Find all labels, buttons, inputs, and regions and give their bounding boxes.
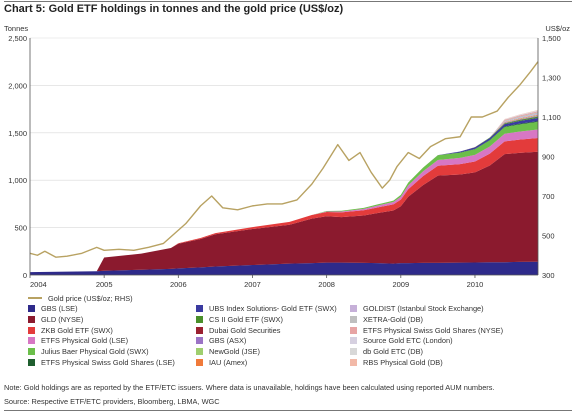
gold-price-line [29,61,539,258]
x-tick-label-2: 2006 [170,280,187,289]
y-tick-label-1: 500 [14,224,27,233]
legend-item: GOLDIST (Istanbul Stock Exchange) [350,304,484,314]
legend-item: db Gold ETC (DB) [350,347,423,357]
legend-swatch [28,315,35,323]
legend-swatch [196,348,203,355]
y2-tick-label-4: 1,100 [542,113,561,122]
legend-item: ETFS Physical Swiss Gold Shares (NYSE) [350,325,503,335]
legend-swatch [196,358,203,366]
x-tick-label-1: 2005 [96,280,113,289]
y-tick-label-5: 2,500 [8,34,27,43]
legend-item: ETFS Physical Gold (LSE) [28,336,128,346]
legend-item: XETRA-Gold (DB) [350,314,423,324]
legend-item: CS II Gold ETF (SWX) [196,314,283,324]
y-tick-label-2: 1,000 [8,176,27,185]
bottom-rule [4,410,572,411]
legend-item: Source Gold ETC (London) [350,336,453,346]
legend-item: GLD (NYSE) [28,314,83,324]
x-tick-label-0: 2004 [30,280,47,289]
y2-tick-label-5: 1,300 [542,74,561,83]
x-tick-label-5: 2009 [392,280,409,289]
y2-tick-label-2: 700 [542,192,555,201]
legend-label: Source Gold ETC (London) [363,336,453,346]
legend-swatch [196,326,203,334]
y2-tick-label-3: 900 [542,153,555,162]
chart-source: Source: Respective ETF/ETC providers, Bl… [4,397,220,406]
legend-swatch [28,348,35,355]
y-tick-label-0: 0 [23,271,27,280]
legend-label: IAU (Amex) [209,357,248,367]
legend-item: GBS (LSE) [28,304,78,314]
legend-label: GLD (NYSE) [41,314,84,324]
legend-label: GBS (LSE) [41,304,78,314]
legend-label: ETFS Physical Swiss Gold Shares (LSE) [41,357,175,367]
legend-label: db Gold ETC (DB) [363,347,423,356]
y2-tick-label-6: 1,500 [542,34,561,43]
x-tick-label-4: 2008 [318,280,335,289]
legend-swatch [350,348,357,355]
legend-swatch [28,326,35,334]
legend-label: GBS (ASX) [209,336,247,346]
legend-swatch [350,326,357,334]
legend-swatch [28,337,35,345]
chart-title: Chart 5: Gold ETF holdings in tonnes and… [4,3,344,15]
legend-label: Gold price (US$/oz; RHS) [48,293,133,303]
legend-swatch [350,315,357,323]
legend-item: Gold price (US$/oz; RHS) [28,293,133,303]
y2-tick-label-0: 300 [542,271,555,280]
chart-note: Note: Gold holdings are as reported by t… [4,383,495,392]
legend-swatch [350,337,357,345]
legend-label: UBS Index Solutions- Gold ETF (SWX) [209,304,337,314]
legend-item: UBS Index Solutions- Gold ETF (SWX) [196,304,337,314]
legend-label: RBS Physical Gold (DB) [363,357,443,367]
legend-label: ETFS Physical Gold (LSE) [41,336,129,346]
legend-swatch [196,337,203,345]
legend-swatch [350,358,357,366]
legend-item: NewGold (JSE) [196,347,260,357]
area-series-0 [30,261,538,275]
legend-label: NewGold (JSE) [209,347,260,356]
legend-label: GOLDIST (Istanbul Stock Exchange) [363,304,484,314]
legend-swatch [196,315,203,323]
y2-tick-label-1: 500 [542,232,555,241]
y-tick-label-4: 2,000 [8,81,27,90]
legend-item: Dubai Gold Securities [196,325,280,335]
legend-item: RBS Physical Gold (DB) [350,357,443,367]
legend-label: XETRA-Gold (DB) [363,314,423,324]
chart-svg: Tonnes US$/oz 0 500 1,000 1,500 2,000 2,500 300 5… [4,24,570,289]
legend-swatch [28,358,35,366]
x-tick-label-6: 2010 [467,280,484,289]
y-axis-label: Tonnes [4,24,28,33]
legend-item: IAU (Amex) [196,357,247,367]
legend-swatch [28,305,35,313]
legend-label: ZKB Gold ETF (SWX) [41,325,113,335]
legend-item: ETFS Physical Swiss Gold Shares (LSE) [28,357,175,367]
legend-label: Julius Baer Physical Gold (SWX) [41,347,149,356]
y-tick-label-3: 1,500 [8,129,27,138]
legend-label: ETFS Physical Swiss Gold Shares (NYSE) [363,325,504,335]
legend-label: Dubai Gold Securities [209,325,281,335]
legend-item: GBS (ASX) [196,336,246,346]
legend-swatch [196,305,203,313]
legend-swatch [350,305,357,313]
y2-axis-label: US$/oz [545,24,570,33]
top-rule [4,1,572,2]
legend-label: CS II Gold ETF (SWX) [209,314,283,324]
area-series-1 [30,151,538,273]
legend-item: Julius Baer Physical Gold (SWX) [28,347,149,357]
legend-swatch [28,297,42,299]
x-tick-label-3: 2007 [244,280,261,289]
legend-item: ZKB Gold ETF (SWX) [28,325,113,335]
